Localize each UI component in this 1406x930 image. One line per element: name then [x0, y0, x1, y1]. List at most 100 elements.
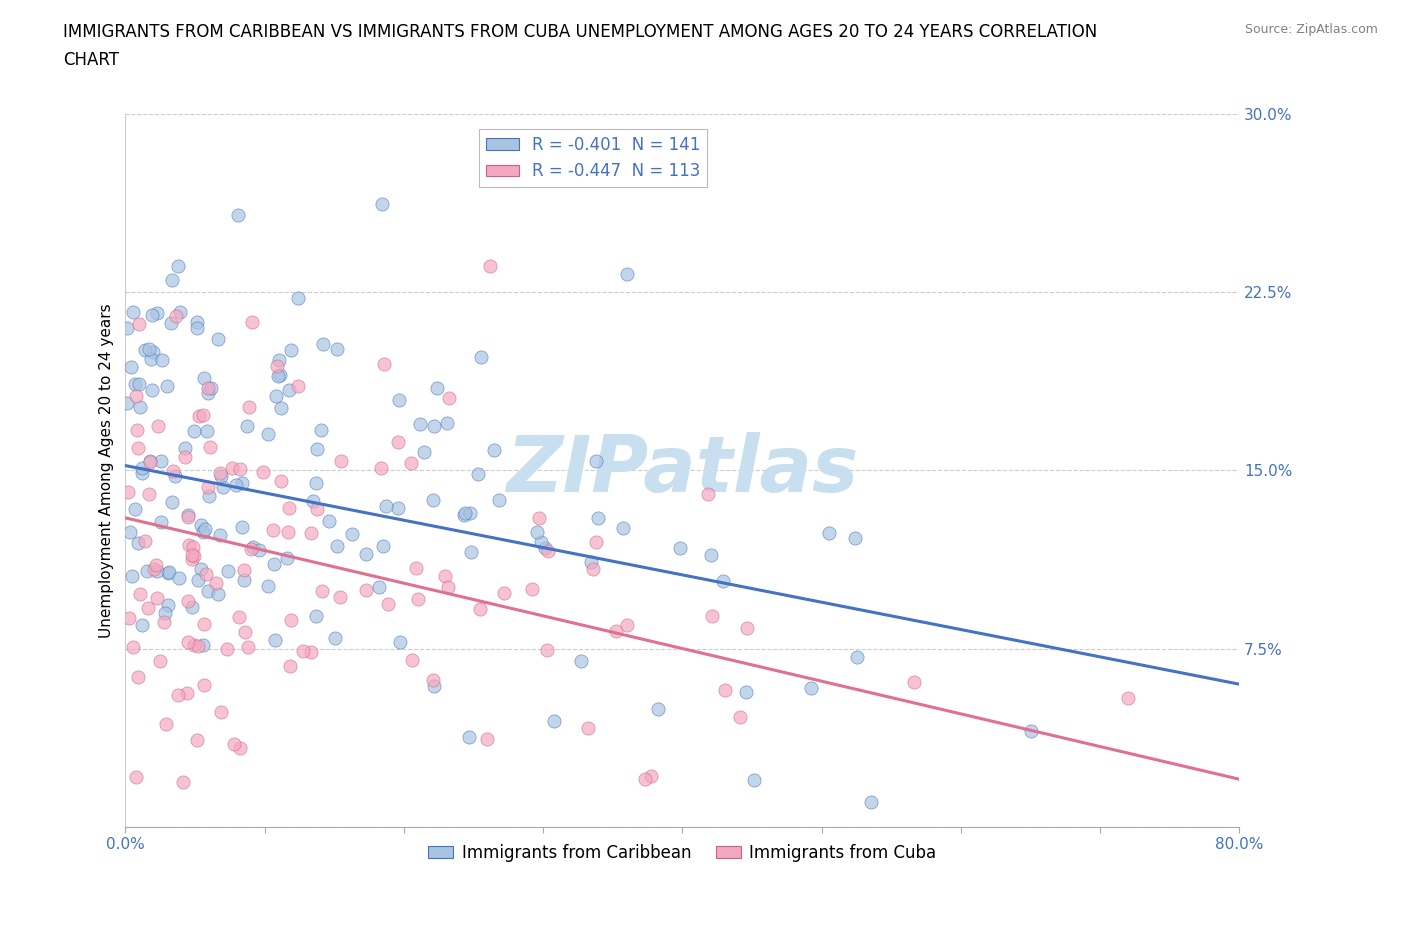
- Point: [437, 579, 460, 594]
- Point: [225, 477, 247, 492]
- Point: [197, 380, 219, 395]
- Point: [453, 508, 475, 523]
- Point: [534, 540, 557, 555]
- Point: [222, 737, 245, 751]
- Point: [193, 617, 215, 631]
- Point: [194, 567, 217, 582]
- Point: [136, 601, 159, 616]
- Point: [454, 506, 477, 521]
- Point: [198, 489, 221, 504]
- Point: [240, 541, 263, 556]
- Point: [125, 422, 148, 437]
- Point: [413, 445, 436, 459]
- Point: [150, 352, 173, 367]
- Point: [193, 525, 215, 540]
- Point: [221, 460, 243, 475]
- Point: [141, 352, 163, 366]
- Point: [160, 316, 183, 331]
- Point: [125, 389, 148, 404]
- Point: [187, 408, 209, 423]
- Point: [276, 551, 298, 565]
- Point: [217, 564, 239, 578]
- Point: [269, 368, 291, 383]
- Point: [742, 772, 765, 787]
- Point: [156, 598, 179, 613]
- Point: [439, 391, 461, 405]
- Point: [326, 538, 349, 553]
- Point: [198, 440, 221, 455]
- Point: [169, 305, 191, 320]
- Point: [354, 582, 377, 597]
- Point: [257, 426, 280, 441]
- Point: [460, 544, 482, 559]
- Point: [422, 673, 444, 688]
- Point: [186, 733, 208, 748]
- Point: [125, 769, 148, 784]
- Point: [169, 571, 191, 586]
- Point: [121, 304, 143, 319]
- Point: [162, 464, 184, 479]
- Point: [585, 454, 607, 469]
- Point: [436, 416, 458, 431]
- Point: [530, 535, 553, 550]
- Point: [408, 417, 430, 432]
- Point: [522, 581, 544, 596]
- Point: [127, 441, 149, 456]
- Point: [640, 768, 662, 783]
- Point: [326, 342, 349, 357]
- Point: [145, 558, 167, 573]
- Point: [232, 573, 254, 588]
- Legend: Immigrants from Caribbean, Immigrants from Cuba: Immigrants from Caribbean, Immigrants fr…: [422, 837, 943, 869]
- Point: [217, 642, 239, 657]
- Point: [270, 473, 292, 488]
- Point: [423, 418, 446, 433]
- Point: [118, 525, 141, 539]
- Point: [354, 546, 377, 561]
- Point: [433, 569, 456, 584]
- Point: [697, 486, 720, 501]
- Point: [368, 579, 391, 594]
- Point: [176, 510, 198, 525]
- Point: [270, 401, 292, 416]
- Point: [149, 654, 172, 669]
- Point: [711, 574, 734, 589]
- Point: [141, 382, 163, 397]
- Point: [208, 466, 231, 481]
- Point: [256, 578, 278, 593]
- Point: [177, 538, 200, 552]
- Point: [846, 650, 869, 665]
- Point: [142, 344, 165, 359]
- Point: [307, 501, 329, 516]
- Point: [174, 450, 197, 465]
- Point: [190, 517, 212, 532]
- Point: [236, 639, 259, 654]
- Point: [492, 585, 515, 600]
- Text: IMMIGRANTS FROM CARIBBEAN VS IMMIGRANTS FROM CUBA UNEMPLOYMENT AMONG AGES 20 TO : IMMIGRANTS FROM CARIBBEAN VS IMMIGRANTS …: [63, 23, 1098, 41]
- Point: [143, 562, 166, 577]
- Point: [136, 564, 159, 578]
- Point: [526, 525, 548, 539]
- Point: [115, 396, 138, 411]
- Point: [647, 701, 669, 716]
- Point: [401, 653, 423, 668]
- Point: [242, 539, 264, 554]
- Point: [191, 407, 214, 422]
- Point: [141, 308, 163, 323]
- Point: [299, 644, 322, 659]
- Point: [134, 342, 156, 357]
- Point: [131, 460, 153, 475]
- Text: CHART: CHART: [63, 51, 120, 69]
- Point: [323, 631, 346, 645]
- Point: [146, 591, 169, 605]
- Point: [467, 466, 489, 481]
- Point: [128, 317, 150, 332]
- Point: [131, 618, 153, 632]
- Point: [187, 638, 209, 653]
- Point: [166, 687, 188, 702]
- Point: [292, 644, 315, 659]
- Text: Source: ZipAtlas.com: Source: ZipAtlas.com: [1244, 23, 1378, 36]
- Point: [616, 267, 638, 282]
- Point: [581, 554, 603, 569]
- Y-axis label: Unemployment Among Ages 20 to 24 years: Unemployment Among Ages 20 to 24 years: [100, 303, 114, 638]
- Point: [342, 526, 364, 541]
